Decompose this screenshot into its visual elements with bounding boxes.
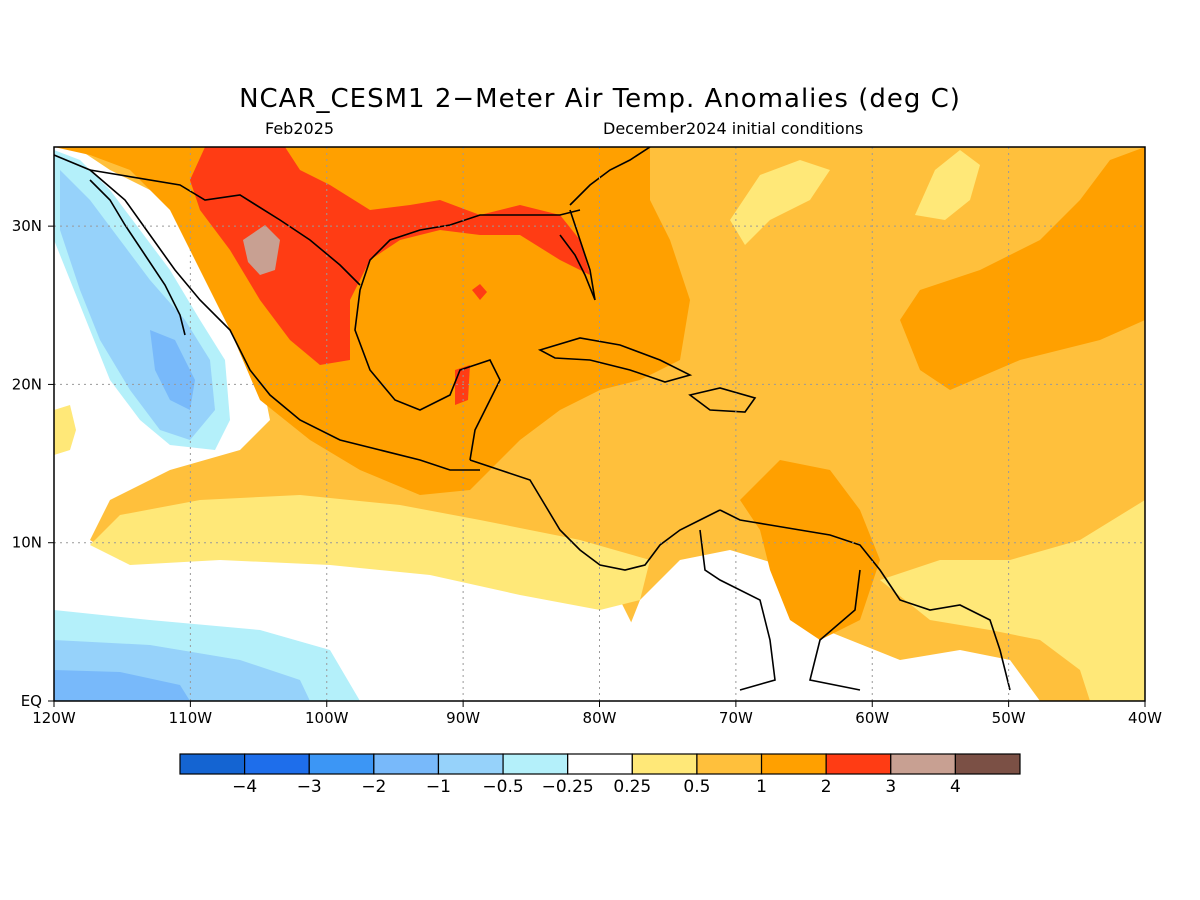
border-us-mexico — [89, 169, 361, 286]
graticule — [54, 147, 1145, 701]
colorbar-swatch — [502, 753, 569, 775]
lon-tick-label: 40W — [1128, 709, 1162, 727]
colorbar-label: 0.25 — [613, 777, 651, 797]
colorbar-label: −1 — [426, 777, 451, 797]
colorbar-label: −2 — [361, 777, 386, 797]
coast-south-america — [719, 509, 1011, 691]
lon-tick-label: 110W — [169, 709, 213, 727]
lat-tick-label: 30N — [12, 217, 42, 235]
coast-baja — [89, 179, 186, 336]
lon-tick-label: 100W — [305, 709, 349, 727]
field-very-warm — [190, 147, 590, 365]
coast-mexico-pacific — [54, 154, 480, 471]
colorbar-swatch — [437, 753, 504, 775]
forecast-month: Feb2025 — [265, 119, 335, 138]
coast-central-america — [469, 459, 721, 571]
colorbar-swatch — [890, 753, 956, 775]
field-neutral-sw — [54, 147, 640, 701]
colorbar-swatch — [179, 753, 246, 775]
colorbar-label: −4 — [232, 777, 257, 797]
colorbar: −4 −3 −2 −1 −0.5 −0.25 0.25 0.5 1 2 3 4 — [179, 753, 1021, 797]
initial-conditions: December2024 initial conditions — [603, 119, 864, 138]
chart-title: NCAR_CESM1 2−Meter Air Temp. Anomalies (… — [239, 84, 961, 114]
coast-gulf — [354, 209, 581, 461]
colorbar-swatch — [631, 753, 698, 775]
field-extreme — [243, 225, 280, 275]
coast-us-atlantic — [569, 147, 651, 206]
colorbar-label: 0.5 — [683, 777, 710, 797]
colorbar-swatch — [244, 753, 310, 775]
border-venezuela-guyana — [809, 569, 861, 691]
colorbar-label: −0.5 — [482, 777, 523, 797]
field-very-warm-yucatan — [455, 365, 470, 405]
field-slight-warm-ne2 — [915, 150, 980, 220]
lat-tick-label: 20N — [12, 375, 42, 393]
colorbar-label: −3 — [297, 777, 322, 797]
map-axes: 120W 110W 100W 90W 80W 70W 60W 50W 40W EQ 10N 20N 30… — [12, 217, 1162, 727]
colorbar-swatch — [567, 753, 633, 775]
lon-tick-label: 90W — [446, 709, 480, 727]
field-cooler-sw — [54, 670, 190, 701]
field-very-warm-gulf — [472, 284, 487, 300]
field-warm-carib — [740, 460, 880, 640]
colorbar-label: 1 — [756, 777, 767, 797]
colorbar-swatch — [825, 753, 892, 775]
colorbar-label: 4 — [950, 777, 961, 797]
border-colombia-venezuela — [699, 529, 776, 691]
coast-cuba — [537, 337, 693, 383]
lon-tick-label: 60W — [855, 709, 889, 727]
colorbar-swatch — [696, 753, 763, 775]
lat-tick-label: EQ — [21, 692, 42, 710]
field-slight-warm-band — [90, 495, 650, 610]
colorbar-swatch — [760, 753, 827, 775]
anomaly-fill — [54, 147, 1145, 701]
coast-hispaniola — [688, 387, 757, 413]
colorbar-swatch — [373, 753, 440, 775]
coast-florida — [559, 209, 596, 301]
field-warm-atlantic — [900, 147, 1145, 390]
lat-tick-label: 10N — [12, 534, 42, 552]
field-neutral-sa — [600, 550, 1040, 701]
field-slight-warm-west — [54, 405, 76, 455]
field-slight-warm-east — [880, 500, 1145, 701]
colorbar-swatch — [308, 753, 375, 775]
lon-tick-label: 120W — [32, 709, 76, 727]
field-cooler-nw — [150, 330, 195, 410]
lon-tick-label: 80W — [583, 709, 617, 727]
colorbar-swatch — [954, 753, 1021, 775]
colorbar-label: −0.25 — [542, 777, 594, 797]
colorbar-label: 2 — [821, 777, 832, 797]
field-slight-warm-ne — [730, 160, 830, 245]
lon-tick-label: 70W — [719, 709, 753, 727]
colorbar-label: 3 — [885, 777, 896, 797]
lon-tick-label: 50W — [992, 709, 1026, 727]
coastlines — [54, 147, 1011, 691]
